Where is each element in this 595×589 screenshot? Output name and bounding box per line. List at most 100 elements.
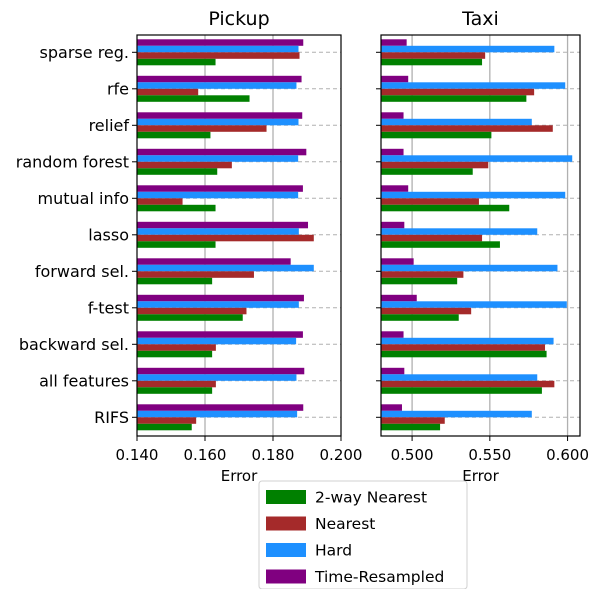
bar	[381, 350, 547, 358]
bar	[381, 241, 500, 248]
bar	[137, 112, 303, 119]
y-tick-label: RIFS	[94, 408, 129, 427]
y-tick-label: f-test	[88, 298, 129, 317]
x-axis-label: Error	[462, 467, 499, 485]
bar	[137, 221, 309, 229]
bar	[381, 118, 532, 126]
bar	[381, 331, 404, 338]
bar	[137, 337, 297, 345]
bar	[381, 344, 546, 351]
x-tick-label: 0.160	[184, 446, 227, 464]
bar	[381, 45, 555, 53]
y-tick-label: backward sel.	[19, 335, 129, 354]
bar	[137, 82, 297, 89]
y-tick-label: all features	[39, 371, 129, 390]
bar	[137, 95, 250, 102]
bar	[137, 387, 213, 394]
bar	[137, 191, 299, 199]
bar	[381, 131, 492, 139]
chart-panel-1: 0.500 0.550 0.600 Taxi Error	[376, 8, 589, 485]
bar	[381, 380, 555, 388]
bar	[381, 404, 402, 411]
bar	[381, 112, 404, 119]
panel-title: Pickup	[208, 8, 269, 30]
x-tick-label: 0.550	[468, 446, 511, 464]
bar	[137, 374, 297, 381]
bar	[137, 234, 314, 242]
y-tick-label: relief	[89, 116, 130, 135]
bar	[137, 148, 307, 156]
y-tick-label: forward sel.	[35, 262, 129, 281]
bar	[137, 131, 211, 139]
y-tick-label: random forest	[16, 152, 129, 171]
bar	[137, 118, 299, 126]
bar	[381, 367, 405, 375]
panel-title: Taxi	[461, 8, 499, 30]
legend-swatch	[266, 569, 306, 584]
y-tick-label: sparse reg.	[40, 43, 129, 62]
bar	[137, 52, 300, 59]
bar	[381, 191, 566, 199]
bar	[137, 241, 216, 248]
bar	[381, 58, 483, 66]
x-tick-label: 0.600	[546, 446, 589, 464]
bar	[381, 168, 473, 175]
bar	[137, 58, 216, 66]
bar	[137, 264, 314, 272]
legend: 2-way Nearest Nearest Hard Time-Resampled	[258, 480, 468, 589]
bar	[381, 264, 558, 272]
bar	[381, 82, 566, 89]
plot-frame	[380, 34, 581, 437]
bar	[137, 350, 213, 358]
bar	[137, 271, 254, 278]
bar	[137, 344, 216, 351]
bar	[137, 380, 216, 388]
bar	[381, 417, 445, 424]
chart-panel-0: sparse reg. rfe relief random forest mutual …	[16, 8, 363, 485]
bar	[137, 204, 216, 212]
bar	[137, 331, 303, 338]
bar	[137, 404, 304, 411]
bar	[381, 307, 472, 315]
bar	[137, 307, 247, 315]
x-axis-label: Error	[221, 467, 258, 485]
bar	[137, 423, 192, 431]
bar	[381, 258, 414, 265]
bar	[381, 337, 554, 345]
legend-label: Nearest	[315, 515, 375, 533]
bar	[381, 95, 527, 102]
x-tick-label: 0.180	[252, 446, 295, 464]
bar	[381, 374, 538, 381]
bar	[381, 155, 573, 162]
bar	[381, 294, 417, 302]
bar	[381, 148, 404, 156]
legend-swatch	[266, 543, 306, 557]
bar	[381, 88, 535, 96]
y-tick-label: lasso	[88, 225, 129, 244]
bar	[381, 410, 532, 418]
bar	[137, 198, 183, 205]
bar	[381, 161, 489, 169]
y-tick-label: rfe	[107, 79, 129, 98]
bar	[137, 45, 299, 53]
bar	[137, 125, 267, 132]
bar	[137, 410, 298, 418]
bar	[137, 301, 299, 308]
bar	[137, 155, 299, 162]
bar	[381, 39, 407, 46]
bar	[381, 277, 458, 285]
x-tick-label: 0.140	[116, 446, 159, 464]
legend-label: 2-way Nearest	[315, 489, 427, 507]
bar	[381, 185, 409, 192]
bar	[381, 423, 441, 431]
bar	[381, 125, 553, 132]
bar	[137, 417, 197, 424]
bar	[381, 314, 459, 321]
bar	[381, 228, 538, 235]
bar	[381, 387, 542, 394]
bar	[137, 367, 305, 375]
bar	[137, 294, 304, 302]
bar	[381, 198, 479, 205]
bar	[137, 314, 243, 321]
